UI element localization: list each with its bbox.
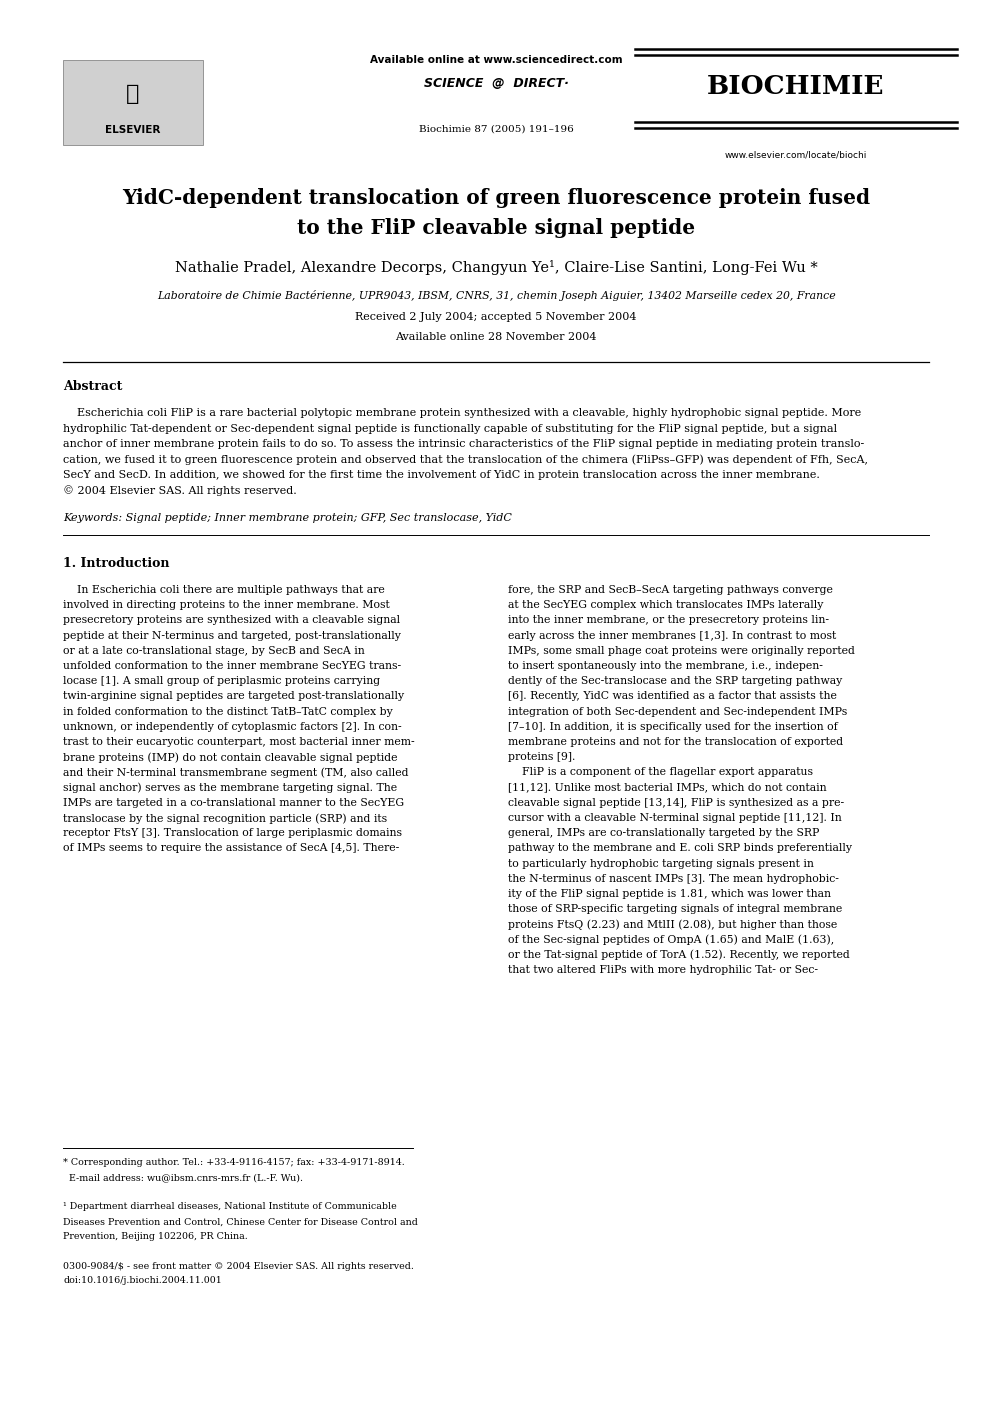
Text: to insert spontaneously into the membrane, i.e., indepen-: to insert spontaneously into the membran… [509,661,823,671]
Text: Laboratoire de Chimie Bactérienne, UPR9043, IBSM, CNRS, 31, chemin Joseph Aiguie: Laboratoire de Chimie Bactérienne, UPR90… [157,290,835,302]
Text: Keywords: Signal peptide; Inner membrane protein; GFP, Sec translocase, YidC: Keywords: Signal peptide; Inner membrane… [63,513,512,523]
Text: peptide at their N-terminus and targeted, post-translationally: peptide at their N-terminus and targeted… [63,630,401,641]
Text: E-mail address: wu@ibsm.cnrs-mrs.fr (L.-F. Wu).: E-mail address: wu@ibsm.cnrs-mrs.fr (L.-… [63,1173,303,1181]
Text: ity of the FliP signal peptide is 1.81, which was lower than: ity of the FliP signal peptide is 1.81, … [509,890,831,899]
Text: of IMPs seems to require the assistance of SecA [4,5]. There-: of IMPs seems to require the assistance … [63,843,399,853]
Text: Available online 28 November 2004: Available online 28 November 2004 [395,333,597,342]
Text: cation, we fused it to green fluorescence protein and observed that the transloc: cation, we fused it to green fluorescenc… [63,455,868,464]
Text: SCIENCE  @  DIRECT·: SCIENCE @ DIRECT· [424,77,568,90]
Text: anchor of inner membrane protein fails to do so. To assess the intrinsic charact: anchor of inner membrane protein fails t… [63,439,864,449]
Text: Diseases Prevention and Control, Chinese Center for Disease Control and: Diseases Prevention and Control, Chinese… [63,1218,418,1226]
Text: 1. Introduction: 1. Introduction [63,557,170,570]
Text: twin-arginine signal peptides are targeted post-translationally: twin-arginine signal peptides are target… [63,692,404,702]
Text: 0300-9084/$ - see front matter © 2004 Elsevier SAS. All rights reserved.: 0300-9084/$ - see front matter © 2004 El… [63,1261,414,1271]
Text: [7–10]. In addition, it is specifically used for the insertion of: [7–10]. In addition, it is specifically … [509,721,838,732]
Text: and their N-terminal transmembrane segment (TM, also called: and their N-terminal transmembrane segme… [63,767,409,777]
Text: 🌲: 🌲 [126,84,140,104]
Text: Nathalie Pradel, Alexandre Decorps, Changyun Ye¹, Claire-Lise Santini, Long-Fei : Nathalie Pradel, Alexandre Decorps, Chan… [175,260,817,275]
Text: [11,12]. Unlike most bacterial IMPs, which do not contain: [11,12]. Unlike most bacterial IMPs, whi… [509,783,827,793]
Text: early across the inner membranes [1,3]. In contrast to most: early across the inner membranes [1,3]. … [509,630,836,641]
Text: YidC-dependent translocation of green fluorescence protein fused: YidC-dependent translocation of green fl… [122,188,870,208]
Text: IMPs, some small phage coat proteins were originally reported: IMPs, some small phage coat proteins wer… [509,645,855,655]
Text: © 2004 Elsevier SAS. All rights reserved.: © 2004 Elsevier SAS. All rights reserved… [63,485,297,497]
Text: FliP is a component of the flagellar export apparatus: FliP is a component of the flagellar exp… [509,767,813,777]
Text: general, IMPs are co-translationally targeted by the SRP: general, IMPs are co-translationally tar… [509,828,819,838]
Text: fore, the SRP and SecB–SecA targeting pathways converge: fore, the SRP and SecB–SecA targeting pa… [509,585,833,595]
Text: presecretory proteins are synthesized with a cleavable signal: presecretory proteins are synthesized wi… [63,616,400,626]
Text: receptor FtsY [3]. Translocation of large periplasmic domains: receptor FtsY [3]. Translocation of larg… [63,828,402,838]
Text: signal anchor) serves as the membrane targeting signal. The: signal anchor) serves as the membrane ta… [63,783,397,793]
Text: or the Tat-signal peptide of TorA (1.52). Recently, we reported: or the Tat-signal peptide of TorA (1.52)… [509,950,850,961]
Text: SecY and SecD. In addition, we showed for the first time the involvement of YidC: SecY and SecD. In addition, we showed fo… [63,470,819,480]
Text: unknown, or independently of cytoplasmic factors [2]. In con-: unknown, or independently of cytoplasmic… [63,721,402,732]
Text: the N-terminus of nascent IMPs [3]. The mean hydrophobic-: the N-terminus of nascent IMPs [3]. The … [509,874,839,884]
Text: BIOCHIMIE: BIOCHIMIE [707,74,885,100]
Text: integration of both Sec-dependent and Sec-independent IMPs: integration of both Sec-dependent and Se… [509,707,848,717]
Text: or at a late co-translational stage, by SecB and SecA in: or at a late co-translational stage, by … [63,645,365,655]
Text: Prevention, Beijing 102206, PR China.: Prevention, Beijing 102206, PR China. [63,1232,248,1242]
Text: Biochimie 87 (2005) 191–196: Biochimie 87 (2005) 191–196 [419,125,573,135]
Text: hydrophilic Tat-dependent or Sec-dependent signal peptide is functionally capabl: hydrophilic Tat-dependent or Sec-depende… [63,424,837,434]
Text: [6]. Recently, YidC was identified as a factor that assists the: [6]. Recently, YidC was identified as a … [509,692,837,702]
Text: IMPs are targeted in a co-translational manner to the SecYEG: IMPs are targeted in a co-translational … [63,798,404,808]
Text: Available online at www.sciencedirect.com: Available online at www.sciencedirect.co… [370,55,622,65]
Text: locase [1]. A small group of periplasmic proteins carrying: locase [1]. A small group of periplasmic… [63,676,380,686]
Text: doi:10.1016/j.biochi.2004.11.001: doi:10.1016/j.biochi.2004.11.001 [63,1277,222,1285]
Text: * Corresponding author. Tel.: +33-4-9116-4157; fax: +33-4-9171-8914.: * Corresponding author. Tel.: +33-4-9116… [63,1157,405,1167]
Text: proteins FtsQ (2.23) and MtlII (2.08), but higher than those: proteins FtsQ (2.23) and MtlII (2.08), b… [509,919,838,930]
Text: brane proteins (IMP) do not contain cleavable signal peptide: brane proteins (IMP) do not contain clea… [63,752,398,763]
Text: www.elsevier.com/locate/biochi: www.elsevier.com/locate/biochi [725,150,867,159]
Text: cleavable signal peptide [13,14], FliP is synthesized as a pre-: cleavable signal peptide [13,14], FliP i… [509,798,844,808]
Text: cursor with a cleavable N-terminal signal peptide [11,12]. In: cursor with a cleavable N-terminal signa… [509,812,842,824]
Text: Abstract: Abstract [63,380,122,393]
Text: Escherichia coli FliP is a rare bacterial polytopic membrane protein synthesized: Escherichia coli FliP is a rare bacteria… [63,408,861,418]
Text: ¹ Department diarrheal diseases, National Institute of Communicable: ¹ Department diarrheal diseases, Nationa… [63,1202,397,1211]
Text: into the inner membrane, or the presecretory proteins lin-: into the inner membrane, or the presecre… [509,616,829,626]
Text: ELSEVIER: ELSEVIER [105,125,161,135]
Text: to the FliP cleavable signal peptide: to the FliP cleavable signal peptide [297,217,695,239]
Text: at the SecYEG complex which translocates IMPs laterally: at the SecYEG complex which translocates… [509,600,824,610]
Text: of the Sec-signal peptides of OmpA (1.65) and MalE (1.63),: of the Sec-signal peptides of OmpA (1.65… [509,934,834,946]
Text: in folded conformation to the distinct TatB–TatC complex by: in folded conformation to the distinct T… [63,707,393,717]
Text: involved in directing proteins to the inner membrane. Most: involved in directing proteins to the in… [63,600,390,610]
Bar [63,60,203,145]
Text: translocase by the signal recognition particle (SRP) and its: translocase by the signal recognition pa… [63,812,387,824]
Text: In Escherichia coli there are multiple pathways that are: In Escherichia coli there are multiple p… [63,585,385,595]
Text: trast to their eucaryotic counterpart, most bacterial inner mem-: trast to their eucaryotic counterpart, m… [63,737,415,746]
Text: membrane proteins and not for the translocation of exported: membrane proteins and not for the transl… [509,737,843,746]
Text: dently of the Sec-translocase and the SRP targeting pathway: dently of the Sec-translocase and the SR… [509,676,843,686]
Text: unfolded conformation to the inner membrane SecYEG trans-: unfolded conformation to the inner membr… [63,661,401,671]
Text: proteins [9].: proteins [9]. [509,752,576,762]
Text: pathway to the membrane and E. coli SRP binds preferentially: pathway to the membrane and E. coli SRP … [509,843,852,853]
Text: Received 2 July 2004; accepted 5 November 2004: Received 2 July 2004; accepted 5 Novembe… [355,311,637,323]
Text: those of SRP-specific targeting signals of integral membrane: those of SRP-specific targeting signals … [509,904,843,915]
Text: that two altered FliPs with more hydrophilic Tat- or Sec-: that two altered FliPs with more hydroph… [509,965,818,975]
Text: to particularly hydrophobic targeting signals present in: to particularly hydrophobic targeting si… [509,859,814,868]
